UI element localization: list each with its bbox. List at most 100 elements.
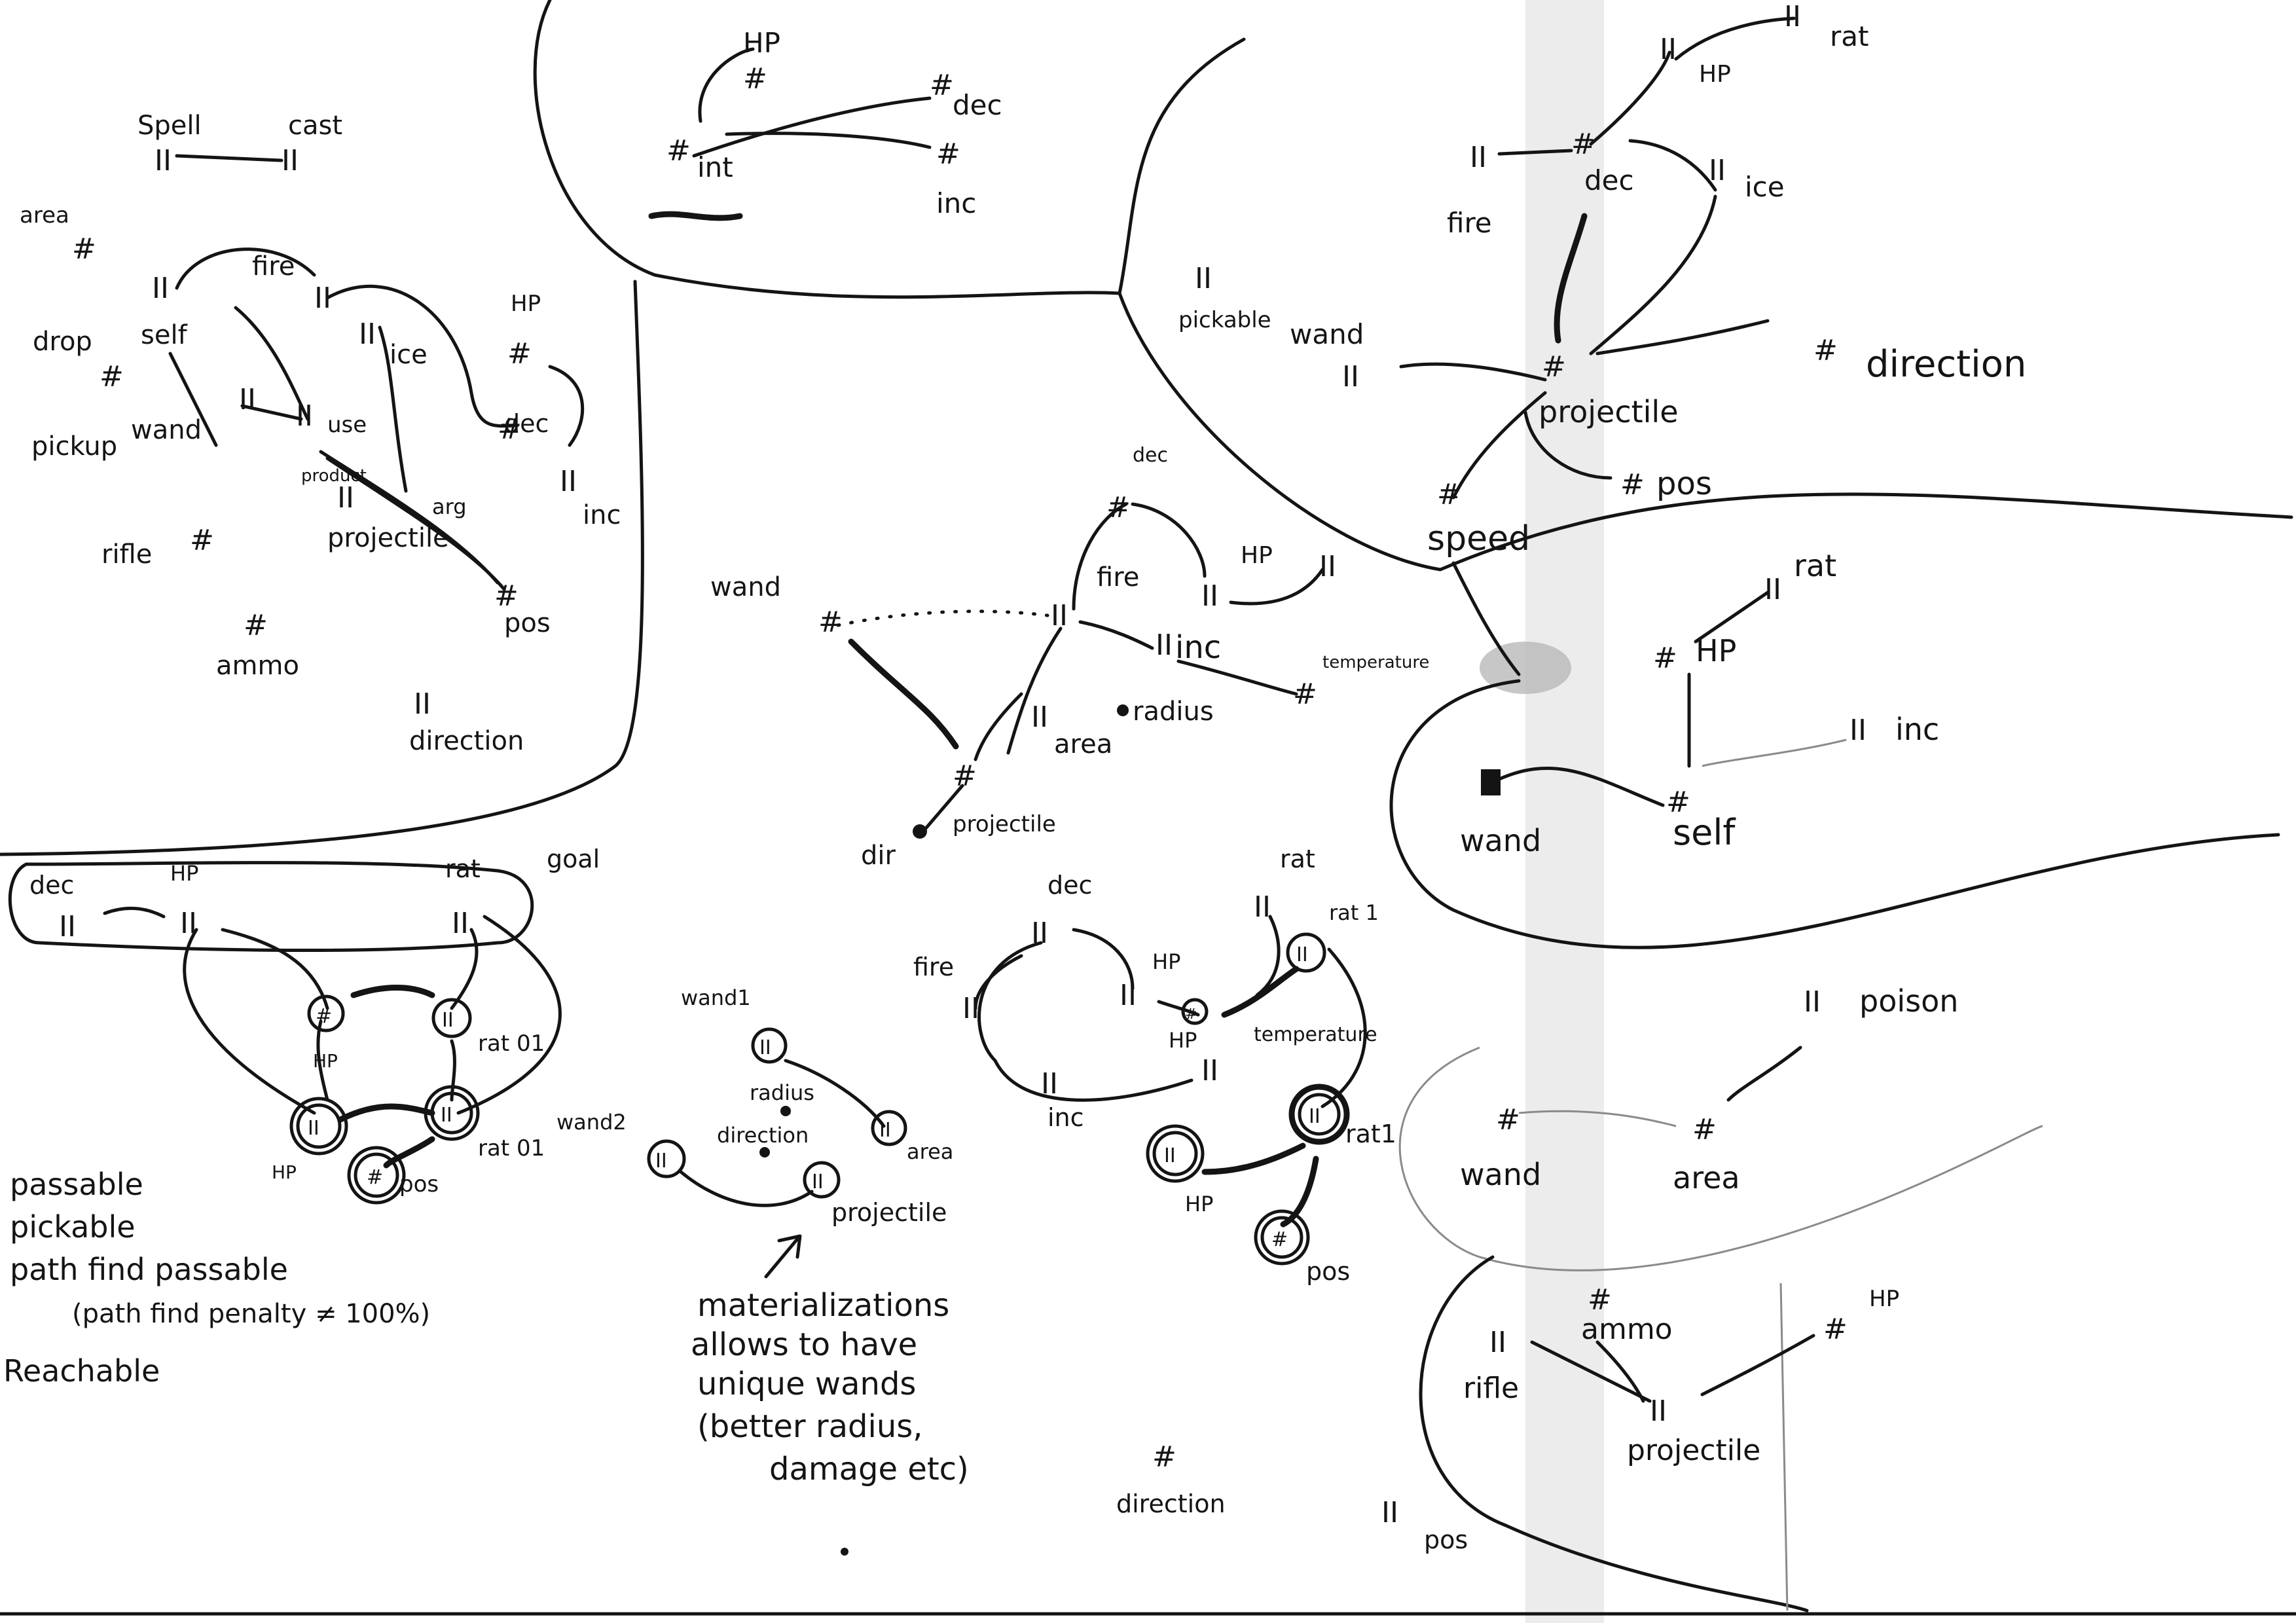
label-inc: inc: [1048, 1103, 1084, 1132]
edge-wand-dotted: [836, 610, 1049, 627]
edge-wand-proj: [848, 638, 959, 750]
edge-hp-proj: [1700, 1334, 1815, 1396]
label-projectile: projectile: [1539, 394, 1679, 429]
label-use: use: [327, 412, 367, 438]
label-ice: ice: [1745, 171, 1785, 203]
edge-wand-area: [1518, 1110, 1677, 1127]
label-ammo: ammo: [1581, 1313, 1673, 1346]
node: II: [1784, 0, 1801, 33]
dots: [759, 704, 1501, 1556]
edge-poison-area: [1726, 1046, 1802, 1102]
node: II: [152, 272, 169, 305]
node: II: [1319, 550, 1336, 583]
label-area: area: [1673, 1160, 1740, 1195]
edge-wand-use: [240, 404, 303, 421]
label-direction: direction: [717, 1123, 809, 1148]
node: II: [1381, 1496, 1398, 1529]
node: II: [442, 1009, 454, 1032]
node: II: [1342, 360, 1359, 393]
label-spell: Spell: [137, 111, 202, 141]
label-hp: HP: [743, 27, 780, 59]
label-pickup: pickup: [31, 431, 117, 462]
edge-rm-rat-hp: [1694, 591, 1770, 644]
node: #: [666, 134, 691, 168]
label-wand2: wand2: [556, 1110, 627, 1135]
property-pickable: pickable: [10, 1209, 136, 1245]
label-rat: rat: [445, 854, 481, 883]
node: #: [244, 609, 268, 642]
edge-goal-c1-c2: [350, 984, 435, 998]
label-pos: pos: [1306, 1257, 1350, 1286]
label-dir: dir: [861, 841, 896, 871]
label-pos: pos: [1424, 1525, 1468, 1554]
node: #: [930, 69, 954, 102]
rat-graph-cluster: rat rat 1 dec fire HP HP temperature inc…: [913, 845, 1396, 1286]
label-ammo: ammo: [216, 651, 299, 681]
edge-rt-dec-ice: [1628, 139, 1717, 192]
edge-rg-dec-hp: [1072, 928, 1135, 991]
label-direction: direction: [409, 726, 524, 756]
node: II: [59, 910, 76, 943]
node: II: [452, 907, 469, 940]
label-inc: inc: [1895, 712, 1939, 747]
node: #: [1152, 1440, 1176, 1474]
label-dec: dec: [1584, 164, 1634, 196]
edge-rt-hp-rat: [1674, 16, 1796, 61]
node: II: [296, 399, 313, 433]
node: II: [1764, 573, 1781, 606]
dot-dir-mid: [913, 824, 927, 839]
edge-hp-dec: [548, 365, 585, 447]
label-dec: dec: [1048, 871, 1092, 900]
node: #: [1271, 1228, 1288, 1251]
label-rat: rat: [1280, 845, 1315, 873]
dot-radius-mid: [1117, 704, 1129, 716]
edge-rt-wand-proj: [1399, 362, 1547, 382]
node: II: [1201, 1054, 1218, 1087]
node: #: [818, 606, 843, 639]
label-wand: wand: [1460, 823, 1541, 858]
edge-rm-inc-self: [1702, 739, 1847, 767]
note-line: unique wands: [697, 1366, 916, 1402]
node: #: [190, 524, 214, 557]
edge-use-pos-2: [325, 456, 506, 591]
node: II: [812, 1171, 824, 1194]
label-dec: dec: [953, 89, 1002, 121]
label-int: int: [697, 151, 733, 183]
note-line: allows to have: [691, 1326, 917, 1363]
label-hp: HP: [511, 291, 541, 317]
node: II: [1660, 33, 1677, 66]
label-hp: HP: [1869, 1286, 1899, 1312]
node: II: [337, 481, 354, 515]
edge-rt-proj-pos: [1523, 410, 1613, 480]
node: #: [498, 412, 522, 446]
rm-wand-mark: [1481, 769, 1501, 795]
edge-goal-hp-c1: [221, 928, 329, 1010]
node: II: [314, 282, 331, 315]
goal-node-hp-ring: [296, 1103, 342, 1149]
node: #: [1571, 128, 1595, 161]
label-rat: rat: [1830, 20, 1868, 52]
label-radius: radius: [1133, 697, 1214, 727]
node: #: [494, 579, 519, 613]
intro-cluster: HP dec int inc: [648, 27, 1002, 221]
node: II: [1195, 262, 1212, 295]
node-circles: [289, 932, 1350, 1266]
edge-rg-c-hp: [1201, 1142, 1306, 1175]
edge-rg-rat1-pos: [1280, 1156, 1319, 1228]
node: II: [180, 907, 197, 940]
border-lower-right: [1398, 1046, 2043, 1271]
edge-goal-hp-loop: [183, 928, 316, 1115]
label-direction: direction: [1866, 343, 2026, 386]
note-line: materializations: [697, 1287, 949, 1324]
node: #: [1185, 1006, 1197, 1023]
border-right-line: [1779, 1283, 1789, 1611]
edge-self-fire: [175, 247, 316, 290]
goal-node-hp-ring-outer: [289, 1097, 348, 1156]
label-wand: wand: [1290, 318, 1364, 350]
label-ice: ice: [390, 340, 428, 370]
label-rat1: rat 1: [1329, 900, 1379, 925]
node: II: [1031, 917, 1048, 950]
properties-list: passable pickable path find passable (pa…: [3, 1167, 430, 1389]
